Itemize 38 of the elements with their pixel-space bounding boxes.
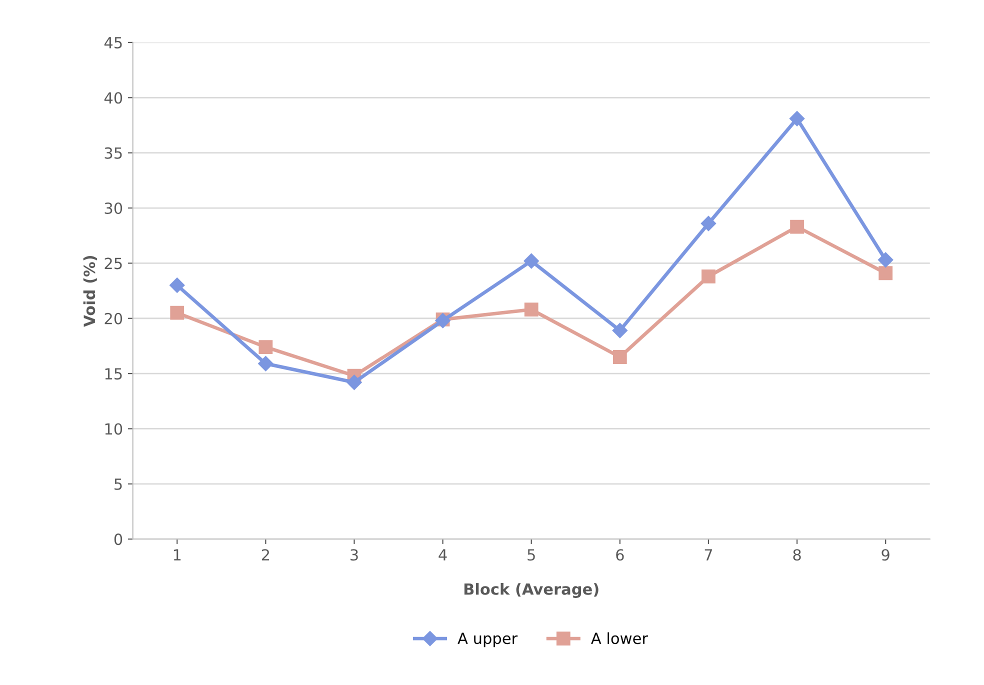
x-tick-label: 1: [174, 549, 181, 560]
x-tick-label: 4: [438, 549, 447, 560]
point: [612, 350, 627, 364]
point: [524, 302, 538, 316]
y-tick-label: 45: [104, 37, 122, 48]
x-tick-label: 8: [793, 549, 801, 561]
y-axis-title: Void (%): [83, 256, 97, 327]
point: [878, 266, 893, 280]
point: [878, 252, 894, 268]
x-tick-label: 6: [616, 549, 624, 561]
point: [612, 322, 628, 338]
legend-label: A lower: [591, 632, 648, 644]
point: [170, 306, 184, 320]
y-tick-label: 30: [104, 202, 122, 214]
point: [790, 220, 804, 234]
x-tick-label: 2: [262, 549, 270, 560]
x-tick-label: 3: [350, 549, 358, 561]
y-tick-label: 35: [104, 147, 122, 159]
y-tick-label: 25: [104, 258, 122, 270]
point: [346, 374, 362, 390]
point: [524, 253, 539, 269]
point: [702, 269, 716, 284]
y-tick-label: 0: [114, 534, 122, 546]
point: [789, 111, 805, 126]
point: [258, 340, 273, 354]
point: [258, 356, 274, 372]
y-tick-label: 15: [105, 368, 122, 380]
y-tick-label: 40: [104, 92, 122, 104]
x-tick-label: 5: [528, 549, 535, 561]
y-tick-label: 20: [104, 312, 122, 324]
legend-label: A upper: [458, 632, 518, 648]
point: [170, 278, 185, 293]
y-tick-label: 10: [105, 423, 122, 435]
x-tick-label: 7: [704, 549, 712, 560]
x-tick-label: 9: [882, 549, 890, 561]
y-tick-label: 5: [114, 478, 122, 490]
x-axis-title: Block (Average): [464, 583, 598, 598]
point: [700, 216, 716, 232]
